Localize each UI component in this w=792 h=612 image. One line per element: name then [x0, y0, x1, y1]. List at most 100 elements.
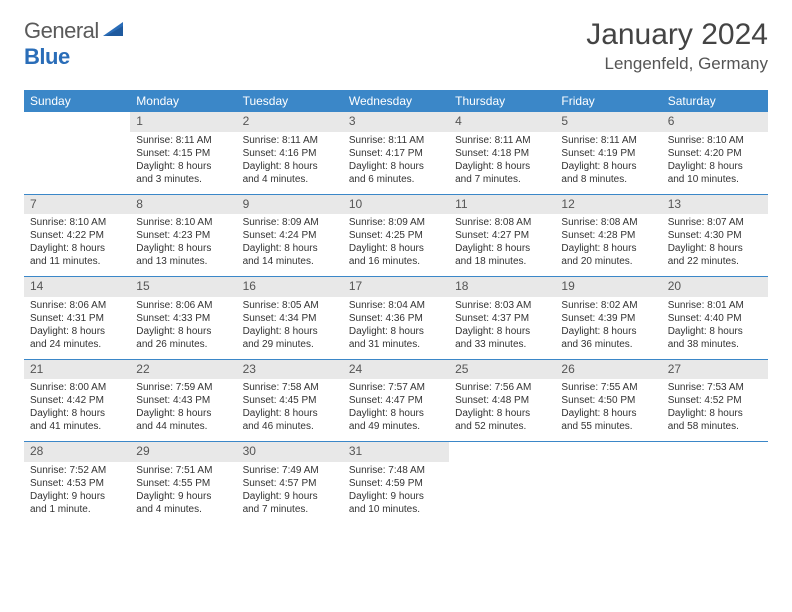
- day-info-line: and 10 minutes.: [349, 503, 443, 516]
- logo: General Blue: [24, 18, 125, 70]
- calendar-day-cell: 4Sunrise: 8:11 AMSunset: 4:18 PMDaylight…: [449, 112, 555, 194]
- day-info-line: Sunrise: 7:59 AM: [136, 381, 230, 394]
- calendar-day-cell: 10Sunrise: 8:09 AMSunset: 4:25 PMDayligh…: [343, 194, 449, 277]
- day-info-line: Daylight: 8 hours: [561, 160, 655, 173]
- day-info-line: Daylight: 8 hours: [561, 242, 655, 255]
- day-info-line: Daylight: 8 hours: [30, 242, 124, 255]
- day-info-line: Sunset: 4:20 PM: [668, 147, 762, 160]
- day-content: [24, 132, 130, 194]
- day-info-line: Sunset: 4:16 PM: [243, 147, 337, 160]
- day-content: Sunrise: 7:53 AMSunset: 4:52 PMDaylight:…: [662, 379, 768, 441]
- day-info-line: Sunrise: 7:49 AM: [243, 464, 337, 477]
- day-number: 10: [343, 195, 449, 215]
- day-info-line: Daylight: 8 hours: [561, 325, 655, 338]
- day-number: 14: [24, 277, 130, 297]
- day-number: 29: [130, 442, 236, 462]
- day-info-line: Sunrise: 8:11 AM: [136, 134, 230, 147]
- day-info-line: Sunrise: 8:00 AM: [30, 381, 124, 394]
- day-number: 18: [449, 277, 555, 297]
- day-info-line: and 20 minutes.: [561, 255, 655, 268]
- logo-text-gray: General: [24, 18, 99, 43]
- day-info-line: Daylight: 8 hours: [668, 242, 762, 255]
- day-info-line: Sunrise: 8:06 AM: [136, 299, 230, 312]
- day-info-line: and 13 minutes.: [136, 255, 230, 268]
- day-content: [449, 462, 555, 524]
- day-info-line: Sunrise: 8:11 AM: [455, 134, 549, 147]
- calendar-day-cell: 25Sunrise: 7:56 AMSunset: 4:48 PMDayligh…: [449, 359, 555, 442]
- weekday-header-row: Sunday Monday Tuesday Wednesday Thursday…: [24, 90, 768, 112]
- day-info-line: Sunrise: 8:03 AM: [455, 299, 549, 312]
- day-info-line: Sunrise: 8:10 AM: [30, 216, 124, 229]
- day-info-line: Sunrise: 8:10 AM: [136, 216, 230, 229]
- day-content: Sunrise: 7:56 AMSunset: 4:48 PMDaylight:…: [449, 379, 555, 441]
- day-content: Sunrise: 8:06 AMSunset: 4:31 PMDaylight:…: [24, 297, 130, 359]
- calendar-week-row: 7Sunrise: 8:10 AMSunset: 4:22 PMDaylight…: [24, 194, 768, 277]
- day-info-line: Daylight: 8 hours: [243, 242, 337, 255]
- day-number: 25: [449, 360, 555, 380]
- day-info-line: Sunset: 4:33 PM: [136, 312, 230, 325]
- day-number: 22: [130, 360, 236, 380]
- day-info-line: Daylight: 8 hours: [668, 325, 762, 338]
- weekday-header: Monday: [130, 90, 236, 112]
- calendar-day-cell: 23Sunrise: 7:58 AMSunset: 4:45 PMDayligh…: [237, 359, 343, 442]
- day-info-line: and 33 minutes.: [455, 338, 549, 351]
- day-info-line: Daylight: 8 hours: [30, 407, 124, 420]
- day-content: Sunrise: 8:01 AMSunset: 4:40 PMDaylight:…: [662, 297, 768, 359]
- day-info-line: Daylight: 8 hours: [349, 325, 443, 338]
- day-info-line: Sunrise: 8:08 AM: [561, 216, 655, 229]
- day-info-line: and 52 minutes.: [455, 420, 549, 433]
- day-number: 31: [343, 442, 449, 462]
- day-content: Sunrise: 8:11 AMSunset: 4:18 PMDaylight:…: [449, 132, 555, 194]
- calendar-day-cell: .: [24, 112, 130, 194]
- day-number: 8: [130, 195, 236, 215]
- calendar-week-row: 14Sunrise: 8:06 AMSunset: 4:31 PMDayligh…: [24, 277, 768, 360]
- day-info-line: Sunset: 4:50 PM: [561, 394, 655, 407]
- calendar-week-row: .1Sunrise: 8:11 AMSunset: 4:15 PMDayligh…: [24, 112, 768, 194]
- day-info-line: and 18 minutes.: [455, 255, 549, 268]
- day-info-line: and 41 minutes.: [30, 420, 124, 433]
- day-content: Sunrise: 7:58 AMSunset: 4:45 PMDaylight:…: [237, 379, 343, 441]
- calendar-day-cell: 30Sunrise: 7:49 AMSunset: 4:57 PMDayligh…: [237, 442, 343, 524]
- day-number: 16: [237, 277, 343, 297]
- day-info-line: Sunset: 4:53 PM: [30, 477, 124, 490]
- day-info-line: Sunrise: 8:04 AM: [349, 299, 443, 312]
- day-info-line: Sunrise: 7:48 AM: [349, 464, 443, 477]
- day-info-line: and 10 minutes.: [668, 173, 762, 186]
- day-info-line: Sunset: 4:19 PM: [561, 147, 655, 160]
- day-info-line: Sunset: 4:34 PM: [243, 312, 337, 325]
- day-info-line: Sunset: 4:25 PM: [349, 229, 443, 242]
- day-content: Sunrise: 8:10 AMSunset: 4:23 PMDaylight:…: [130, 214, 236, 276]
- day-number: 23: [237, 360, 343, 380]
- day-number: 9: [237, 195, 343, 215]
- day-number: 1: [130, 112, 236, 132]
- calendar-week-row: 21Sunrise: 8:00 AMSunset: 4:42 PMDayligh…: [24, 359, 768, 442]
- day-content: Sunrise: 7:48 AMSunset: 4:59 PMDaylight:…: [343, 462, 449, 524]
- day-info-line: Sunset: 4:23 PM: [136, 229, 230, 242]
- day-info-line: and 1 minute.: [30, 503, 124, 516]
- day-number: 27: [662, 360, 768, 380]
- day-info-line: Sunrise: 8:09 AM: [349, 216, 443, 229]
- calendar-day-cell: 17Sunrise: 8:04 AMSunset: 4:36 PMDayligh…: [343, 277, 449, 360]
- calendar-week-row: 28Sunrise: 7:52 AMSunset: 4:53 PMDayligh…: [24, 442, 768, 524]
- calendar-day-cell: 18Sunrise: 8:03 AMSunset: 4:37 PMDayligh…: [449, 277, 555, 360]
- day-info-line: Sunset: 4:22 PM: [30, 229, 124, 242]
- title-block: January 2024 Lengenfeld, Germany: [586, 18, 768, 74]
- weekday-header: Tuesday: [237, 90, 343, 112]
- day-info-line: Sunset: 4:18 PM: [455, 147, 549, 160]
- day-content: Sunrise: 7:49 AMSunset: 4:57 PMDaylight:…: [237, 462, 343, 524]
- calendar-day-cell: 3Sunrise: 8:11 AMSunset: 4:17 PMDaylight…: [343, 112, 449, 194]
- day-content: Sunrise: 8:08 AMSunset: 4:27 PMDaylight:…: [449, 214, 555, 276]
- day-info-line: and 7 minutes.: [455, 173, 549, 186]
- day-info-line: Daylight: 9 hours: [30, 490, 124, 503]
- calendar-day-cell: 8Sunrise: 8:10 AMSunset: 4:23 PMDaylight…: [130, 194, 236, 277]
- calendar-day-cell: 29Sunrise: 7:51 AMSunset: 4:55 PMDayligh…: [130, 442, 236, 524]
- logo-triangle-icon: [103, 20, 125, 43]
- day-info-line: Sunset: 4:27 PM: [455, 229, 549, 242]
- day-number: 19: [555, 277, 661, 297]
- day-info-line: Sunset: 4:30 PM: [668, 229, 762, 242]
- day-info-line: Sunrise: 8:05 AM: [243, 299, 337, 312]
- day-info-line: Sunrise: 7:53 AM: [668, 381, 762, 394]
- calendar-day-cell: 16Sunrise: 8:05 AMSunset: 4:34 PMDayligh…: [237, 277, 343, 360]
- calendar-day-cell: 5Sunrise: 8:11 AMSunset: 4:19 PMDaylight…: [555, 112, 661, 194]
- day-content: Sunrise: 8:07 AMSunset: 4:30 PMDaylight:…: [662, 214, 768, 276]
